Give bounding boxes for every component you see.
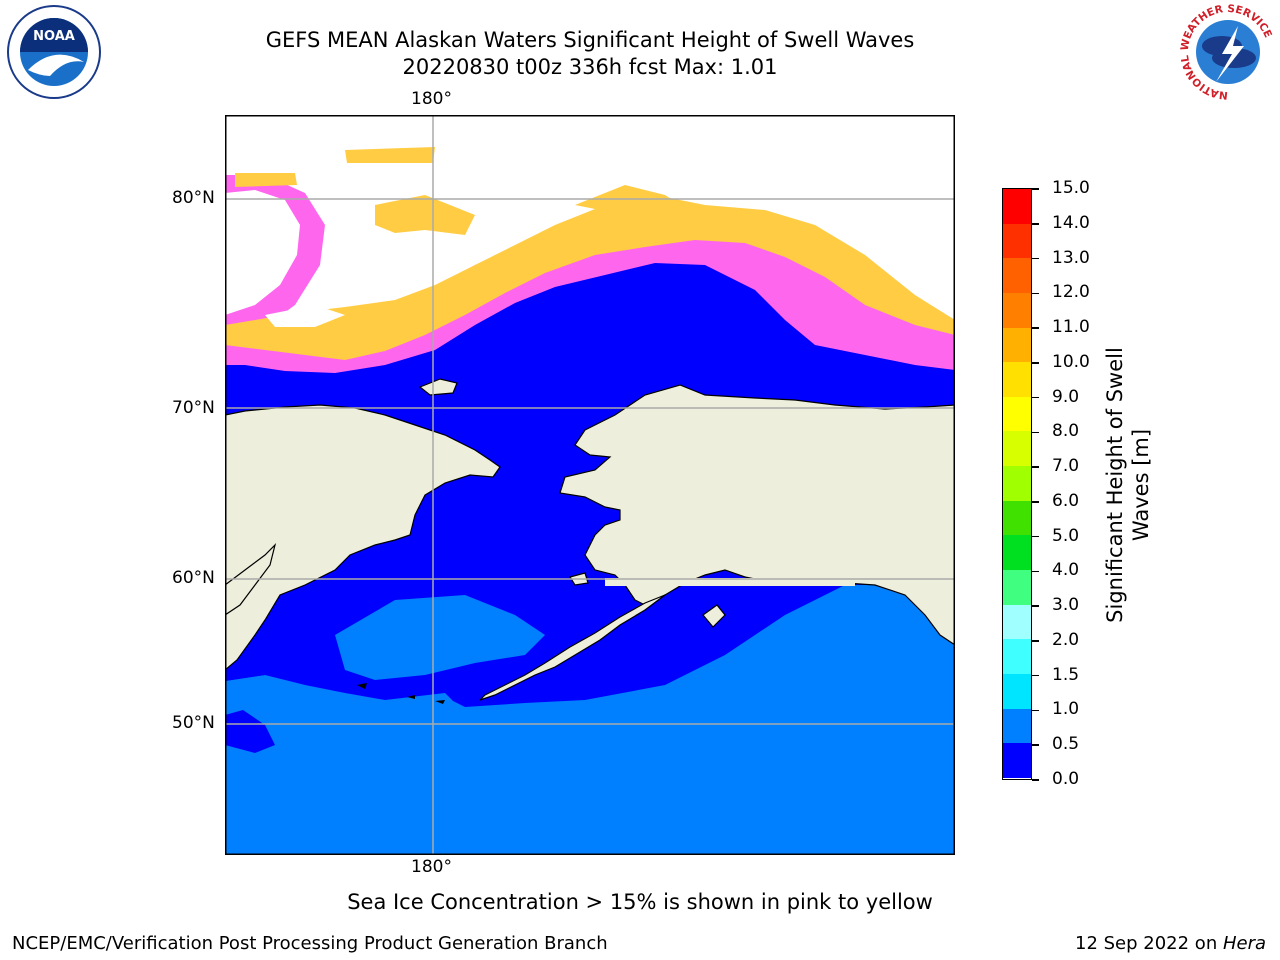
aleutian-island	[435, 700, 445, 704]
colorbar-tick-mark	[1032, 709, 1039, 712]
colorbar-segment	[1003, 500, 1031, 536]
colorbar-tick-label: 7.0	[1052, 456, 1080, 477]
colorbar-segment	[1003, 431, 1031, 467]
colorbar-segment	[1003, 258, 1031, 293]
colorbar-segment	[1003, 639, 1031, 674]
footer-date: 12 Sep 2022 on	[1075, 933, 1223, 954]
colorbar-segment	[1003, 466, 1031, 501]
colorbar-tick-label: 3.0	[1052, 595, 1080, 616]
colorbar-tick-mark	[1032, 257, 1039, 260]
colorbar-segment	[1003, 327, 1031, 363]
sea-ice-yellow-north	[345, 147, 435, 163]
noaa-logo-text: NOAA	[33, 29, 75, 44]
lon-label-bottom: 180°	[411, 857, 452, 877]
sea-ice-yellow-west	[235, 173, 297, 187]
colorbar-label-line2: Waves [m]	[1129, 428, 1153, 542]
colorbar-label: Significant Height of Swell Waves [m]	[1102, 290, 1162, 680]
colorbar-tick-label: 5.0	[1052, 525, 1080, 546]
colorbar-tick-label: 0.0	[1052, 769, 1080, 789]
colorbar-tick-label: 6.0	[1052, 490, 1080, 511]
colorbar-tick-label: 11.0	[1052, 317, 1090, 338]
colorbar-tick-mark	[1032, 466, 1039, 468]
footer-machine: Hera	[1222, 933, 1266, 954]
sea-ice-yellow-arctic	[575, 185, 695, 220]
colorbar-segment	[1003, 396, 1031, 432]
lat-label-80: 80°N	[172, 188, 215, 208]
land-overlay-strip	[605, 578, 855, 586]
ice-white-hole	[265, 305, 345, 327]
colorbar-tick-mark	[1032, 327, 1039, 329]
colorbar-tick-mark	[1032, 431, 1039, 434]
nws-logo: NATIONAL WEATHER SERVICE	[1178, 2, 1278, 101]
map-panel	[224, 115, 956, 859]
chart-subtitle: 20220830 t00z 336h fcst Max: 1.01	[402, 55, 778, 79]
colorbar-segment	[1003, 708, 1031, 744]
colorbar-segment	[1003, 604, 1031, 640]
sea-ice-pink-west	[225, 175, 325, 330]
colorbar-tick-mark	[1032, 640, 1039, 642]
colorbar-tick-label: 8.0	[1052, 421, 1080, 442]
colorbar-segment	[1003, 223, 1031, 259]
colorbar-tick-mark	[1032, 362, 1039, 364]
sea-ice-yellow-band	[225, 195, 955, 360]
lat-label-70: 70°N	[172, 398, 215, 418]
siberia-land	[224, 404, 501, 672]
kodiak-island	[702, 604, 726, 628]
colorbar-tick-label: 2.0	[1052, 629, 1080, 650]
chart-title: GEFS MEAN Alaskan Waters Significant Hei…	[265, 28, 915, 52]
colorbar-tick-label: 15.0	[1052, 178, 1090, 198]
colorbar-tick-label: 1.5	[1052, 664, 1080, 685]
ocean-mid-patch	[335, 595, 545, 680]
aleutian-island	[407, 695, 415, 699]
ice-caption: Sea Ice Concentration > 15% is shown in …	[347, 890, 933, 914]
colorbar-tick-mark	[1032, 605, 1039, 607]
lat-label-50: 50°N	[172, 713, 215, 733]
lat-label-60: 60°N	[172, 568, 215, 588]
alaska-peninsula	[479, 594, 666, 701]
colorbar-segment	[1003, 292, 1031, 328]
colorbar-tick-label: 4.0	[1052, 560, 1080, 581]
sea-ice-yellow-mid	[375, 195, 475, 235]
footer-left: NCEP/EMC/Verification Post Processing Pr…	[12, 933, 608, 954]
colorbar-tick-mark	[1032, 188, 1039, 190]
colorbar-tick-mark	[1032, 674, 1039, 677]
map-frame	[225, 115, 955, 855]
colorbar-tick-mark	[1032, 744, 1039, 746]
colorbar-tick-label: 13.0	[1052, 247, 1090, 268]
colorbar-segment	[1003, 535, 1031, 571]
colorbar	[1002, 188, 1032, 780]
colorbar-tick-label: 12.0	[1052, 282, 1090, 303]
colorbar-tick-label: 1.0	[1052, 699, 1080, 720]
wrangel-island	[418, 378, 458, 396]
no-data-top-left	[225, 115, 345, 160]
colorbar-tick-label: 0.5	[1052, 734, 1080, 755]
colorbar-label-line1: Significant Height of Swell	[1103, 347, 1127, 623]
aleutian-island	[357, 683, 367, 689]
kamchatka-coast	[224, 543, 277, 617]
colorbar-tick-label: 9.0	[1052, 386, 1080, 407]
colorbar-tick-mark	[1032, 223, 1039, 225]
colorbar-tick-mark	[1032, 396, 1039, 399]
colorbar-tick-mark	[1032, 501, 1039, 503]
colorbar-segment	[1003, 673, 1031, 709]
colorbar-tick-label: 14.0	[1052, 212, 1090, 233]
colorbar-segment	[1003, 570, 1031, 605]
colorbar-tick-mark	[1032, 779, 1039, 781]
lon-label-top: 180°	[411, 89, 452, 109]
colorbar-segment	[1003, 362, 1031, 397]
colorbar-tick-mark	[1032, 292, 1039, 295]
colorbar-segment	[1003, 189, 1031, 224]
ocean-low-patch	[225, 710, 275, 753]
noaa-logo: NOAA	[6, 4, 102, 100]
colorbar-tick-mark	[1032, 535, 1039, 538]
colorbar-tick-label: 10.0	[1052, 351, 1090, 372]
colorbar-segment	[1003, 743, 1031, 778]
colorbar-tick-mark	[1032, 570, 1039, 573]
footer-right: 12 Sep 2022 on Hera	[1075, 933, 1266, 954]
